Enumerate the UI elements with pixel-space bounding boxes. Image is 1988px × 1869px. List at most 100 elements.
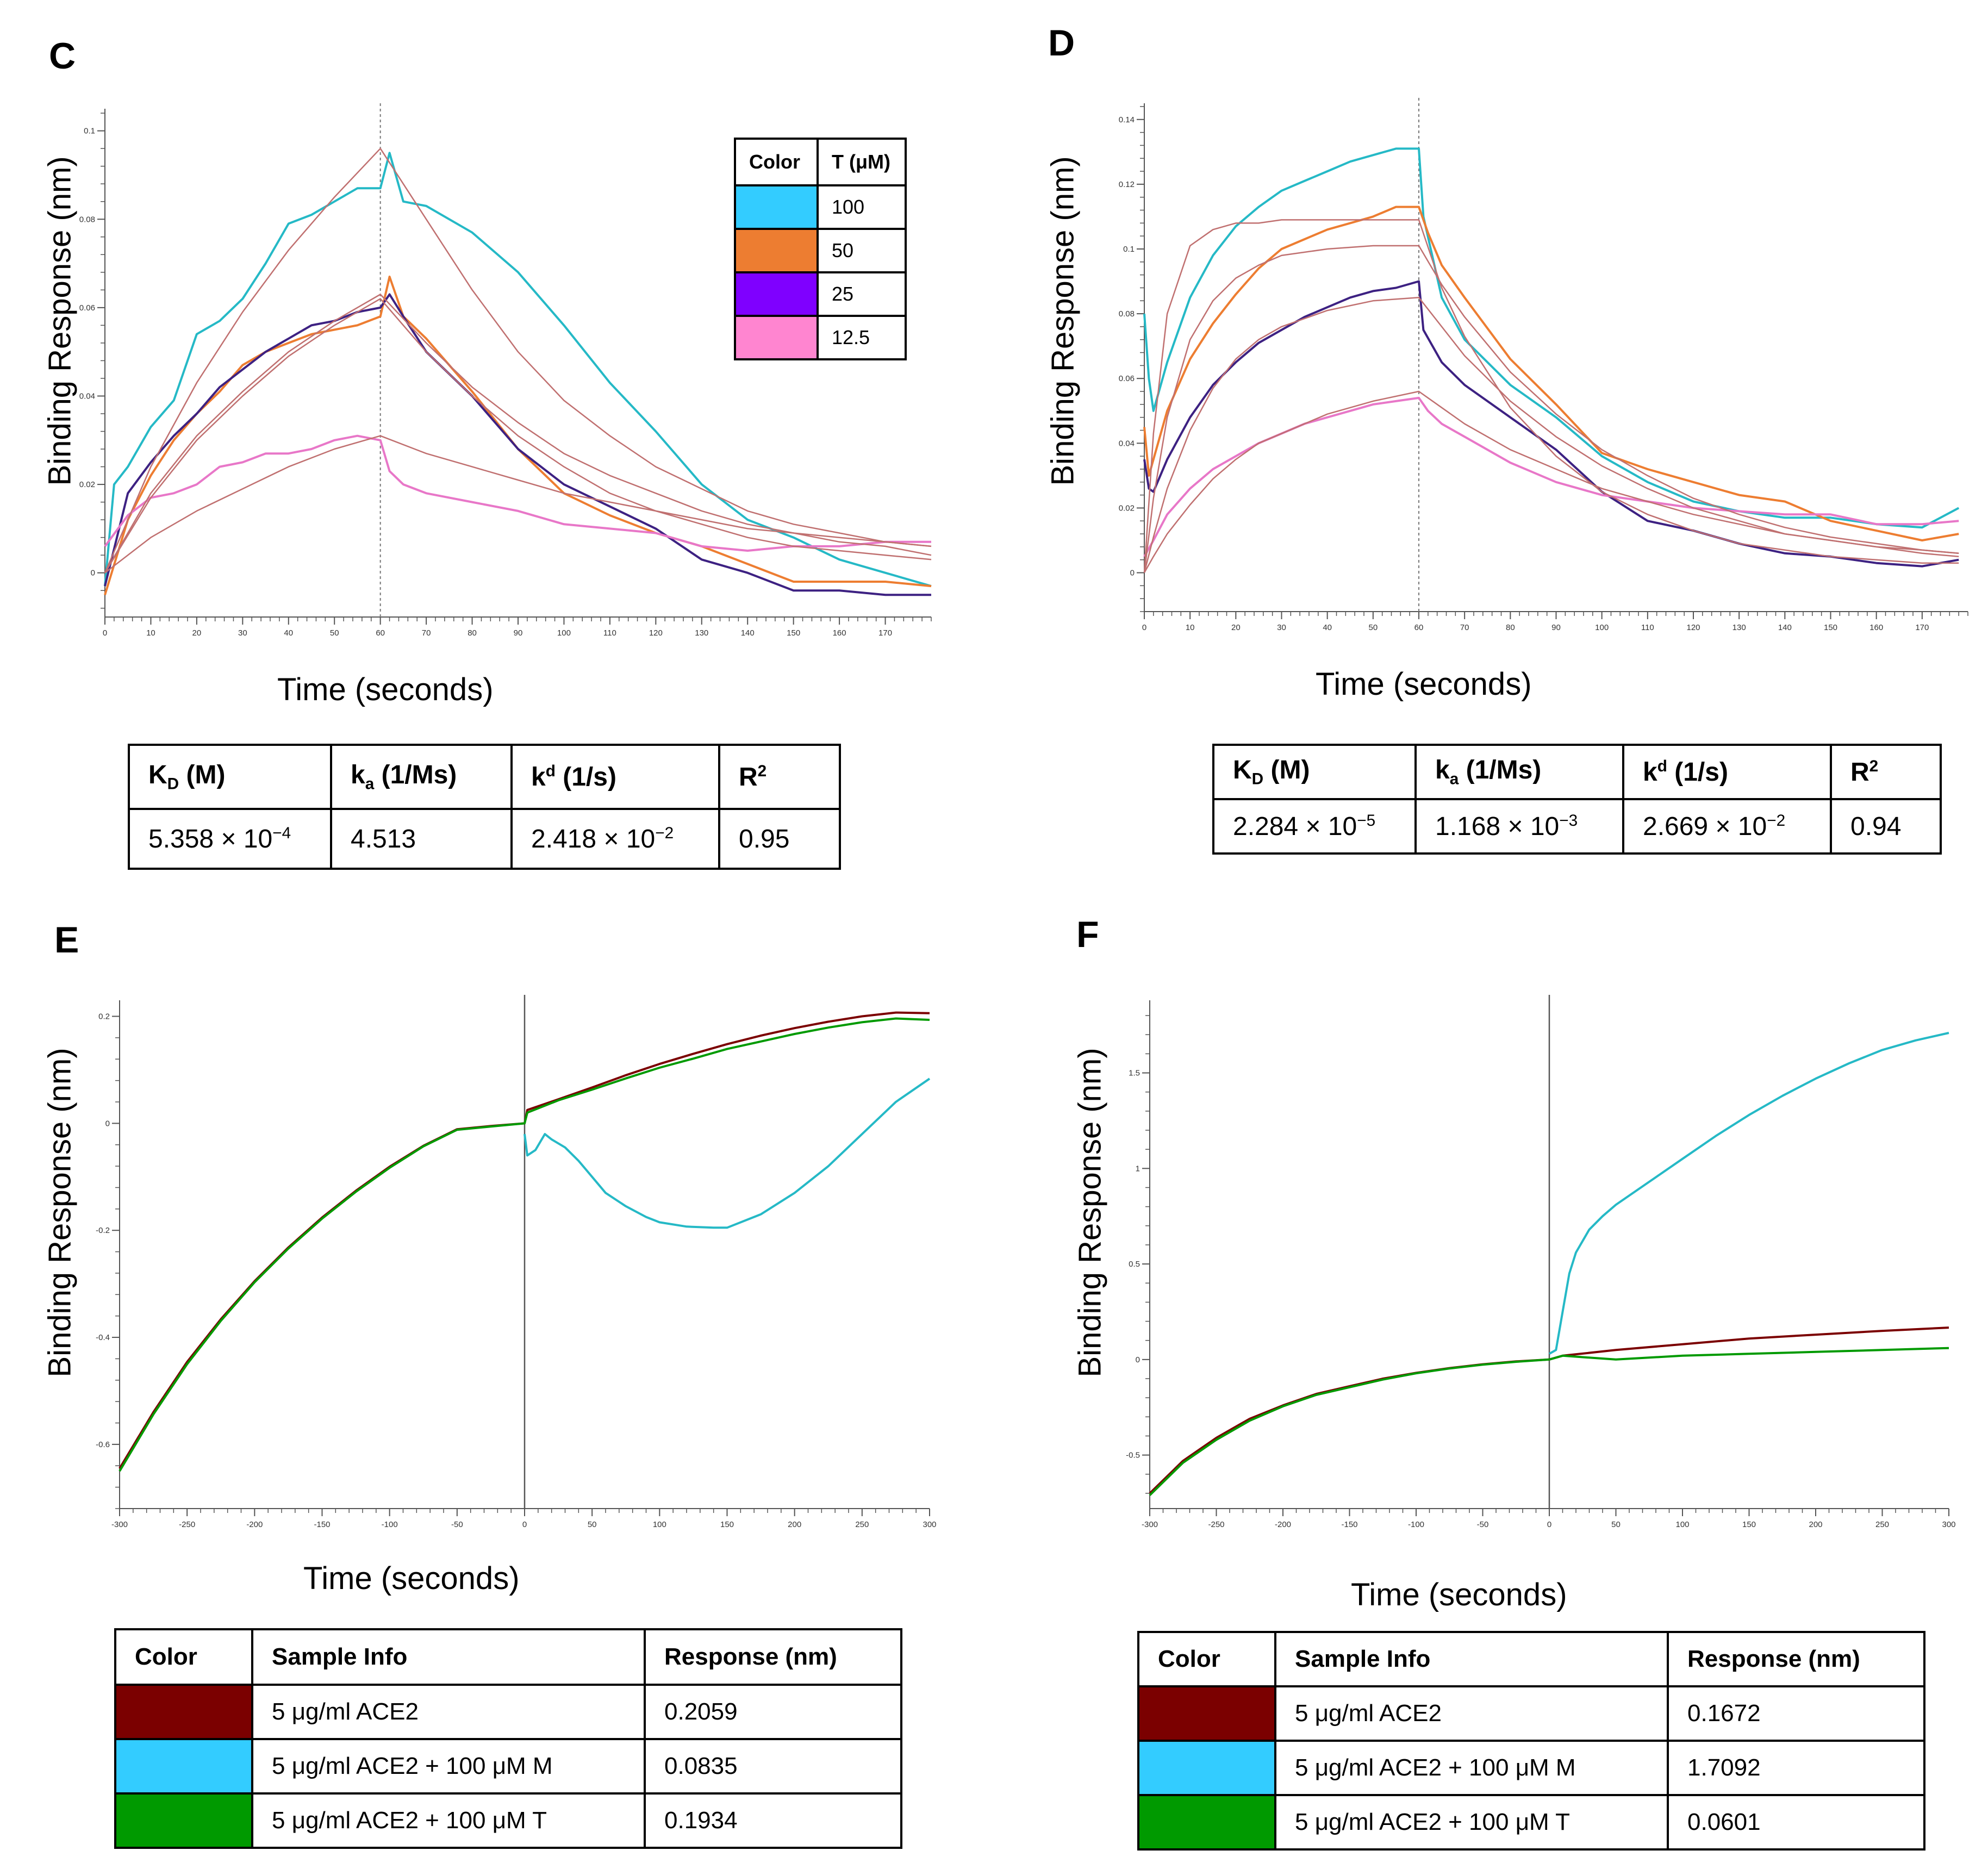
legend-header-color: Color (734, 138, 819, 186)
sample-info: 5 μg/ml ACE2 (1274, 1685, 1669, 1742)
header-color: Color (114, 1628, 253, 1686)
x-tick-label: 130 (695, 628, 708, 638)
y-tick-label: 0.02 (79, 480, 95, 489)
y-tick-label: 0 (1136, 1355, 1140, 1365)
series-line (1143, 396, 1959, 557)
header-response: Response (nm) (1667, 1631, 1925, 1687)
sample-info: 5 μg/ml ACE2 + 100 μM M (251, 1738, 646, 1795)
x-tick-label: 250 (855, 1520, 869, 1529)
value-kd: 5.358 × 10−4 (128, 808, 332, 870)
y-tick-label: -0.5 (1126, 1451, 1140, 1460)
x-tick-label: -250 (179, 1520, 195, 1529)
chart-d: 0 10 20 30 40 50 60 70 80 90 100 110 120 130 140 150 160… (1119, 98, 1968, 632)
x-tick-label: 90 (1551, 623, 1561, 632)
x-axis-title-c: Time (seconds) (277, 672, 494, 707)
x-tick-label: 10 (1186, 623, 1195, 632)
x-tick-label: -100 (382, 1520, 398, 1529)
x-tick-label: 110 (603, 628, 616, 638)
x-tick-label: 60 (1414, 623, 1424, 632)
series-line (104, 434, 931, 552)
y-tick-label: 0.06 (79, 303, 95, 313)
sample-swatch (1137, 1740, 1276, 1796)
panel-letter-c: C (49, 35, 76, 77)
value-ka: 4.513 (330, 808, 513, 870)
x-axis-title-d: Time (seconds) (1316, 666, 1532, 702)
legend-swatch (734, 315, 819, 360)
value-kdis: 2.669 × 10−2 (1622, 798, 1832, 855)
kinetics-table-d: KD (M) ka (1/Ms) kd (1/s) R2 2.284 × 10−… (1212, 744, 1942, 855)
panel-letter-e: E (54, 919, 79, 961)
series-line (104, 152, 932, 588)
value-r2: 0.94 (1830, 798, 1942, 855)
series-line (1549, 1032, 1949, 1355)
header-kdis: kd (1/s) (1622, 744, 1832, 800)
y-axis-title-e: Binding Response (nm) (42, 1048, 78, 1378)
x-tick-label: 0 (1142, 623, 1146, 632)
y-tick-label: -0.4 (96, 1333, 110, 1342)
header-kdis: kd (1/s) (510, 744, 720, 810)
x-tick-label: 30 (238, 628, 247, 638)
panel-letter-d: D (1048, 22, 1075, 64)
x-tick-label: 120 (1686, 623, 1700, 632)
x-tick-label: 20 (192, 628, 202, 638)
sample-table-e: Color Sample Info Response (nm) 5 μg/ml … (114, 1628, 902, 1849)
x-tick-label: 40 (284, 628, 293, 638)
value-kdis: 2.418 × 10−2 (510, 808, 720, 870)
x-tick-label: 50 (330, 628, 339, 638)
sample-swatch (114, 1738, 253, 1795)
value-ka: 1.168 × 10−3 (1414, 798, 1624, 855)
y-tick-label: 0.08 (1119, 309, 1135, 319)
x-tick-label: 150 (1824, 623, 1837, 632)
legend-swatch (734, 228, 819, 273)
x-tick-label: 30 (1277, 623, 1286, 632)
x-tick-label: 50 (588, 1520, 597, 1529)
sample-info: 5 μg/ml ACE2 + 100 μM T (1274, 1794, 1669, 1851)
x-tick-label: 200 (1809, 1520, 1822, 1529)
series-line (104, 293, 931, 596)
x-tick-label: 120 (649, 628, 663, 638)
x-tick-label: 100 (1595, 623, 1609, 632)
y-tick-label: 0.1 (84, 127, 95, 136)
x-tick-label: -50 (1477, 1520, 1489, 1529)
x-tick-label: -150 (314, 1520, 330, 1529)
sample-info: 5 μg/ml ACE2 + 100 μM T (251, 1792, 646, 1849)
x-tick-label: 80 (468, 628, 477, 638)
header-ka: ka (1/Ms) (330, 744, 513, 810)
x-tick-label: 150 (787, 628, 800, 638)
header-color: Color (1137, 1631, 1276, 1687)
series-line (104, 147, 932, 574)
sample-info: 5 μg/ml ACE2 + 100 μM M (1274, 1740, 1669, 1796)
x-tick-label: 60 (376, 628, 385, 638)
x-tick-label: 0 (1547, 1520, 1551, 1529)
x-tick-label: 150 (1742, 1520, 1756, 1529)
y-tick-label: 0.06 (1119, 374, 1135, 383)
x-tick-label: 110 (1641, 623, 1654, 632)
x-tick-label: 150 (720, 1520, 734, 1529)
x-tick-label: 100 (653, 1520, 666, 1529)
x-tick-label: 170 (1915, 623, 1929, 632)
y-tick-label: 0.1 (1123, 245, 1135, 254)
x-tick-label: 0 (522, 1520, 527, 1529)
legend-swatch (734, 184, 819, 230)
header-sample-info: Sample Info (1274, 1631, 1669, 1687)
x-tick-label: 20 (1231, 623, 1241, 632)
x-tick-label: 160 (833, 628, 846, 638)
x-tick-label: 50 (1611, 1520, 1621, 1529)
series-line (104, 298, 932, 574)
chart-e: -300 -250 -200 -150 -100 -50 0 50 100 150 200 250 30… (96, 995, 937, 1529)
sample-response: 0.2059 (644, 1684, 902, 1740)
kinetics-table-c: KD (M) ka (1/Ms) kd (1/s) R2 5.358 × 10−… (128, 744, 841, 870)
x-tick-label: 40 (1323, 623, 1332, 632)
x-tick-label: -200 (1275, 1520, 1291, 1529)
header-r2: R2 (1830, 744, 1942, 800)
header-sample-info: Sample Info (251, 1628, 646, 1686)
y-tick-label: 0.04 (1119, 439, 1135, 448)
y-tick-label: 1.5 (1129, 1069, 1140, 1078)
legend-c: Color T (μM) 100 50 25 12.5 (734, 138, 907, 360)
legend-value: 50 (817, 228, 907, 273)
series-line (1149, 1347, 1949, 1496)
sample-response: 0.0601 (1667, 1794, 1925, 1851)
y-axis-title-d: Binding Response (nm) (1045, 156, 1081, 486)
series-line (1143, 205, 1959, 541)
series-line (1143, 280, 1959, 568)
